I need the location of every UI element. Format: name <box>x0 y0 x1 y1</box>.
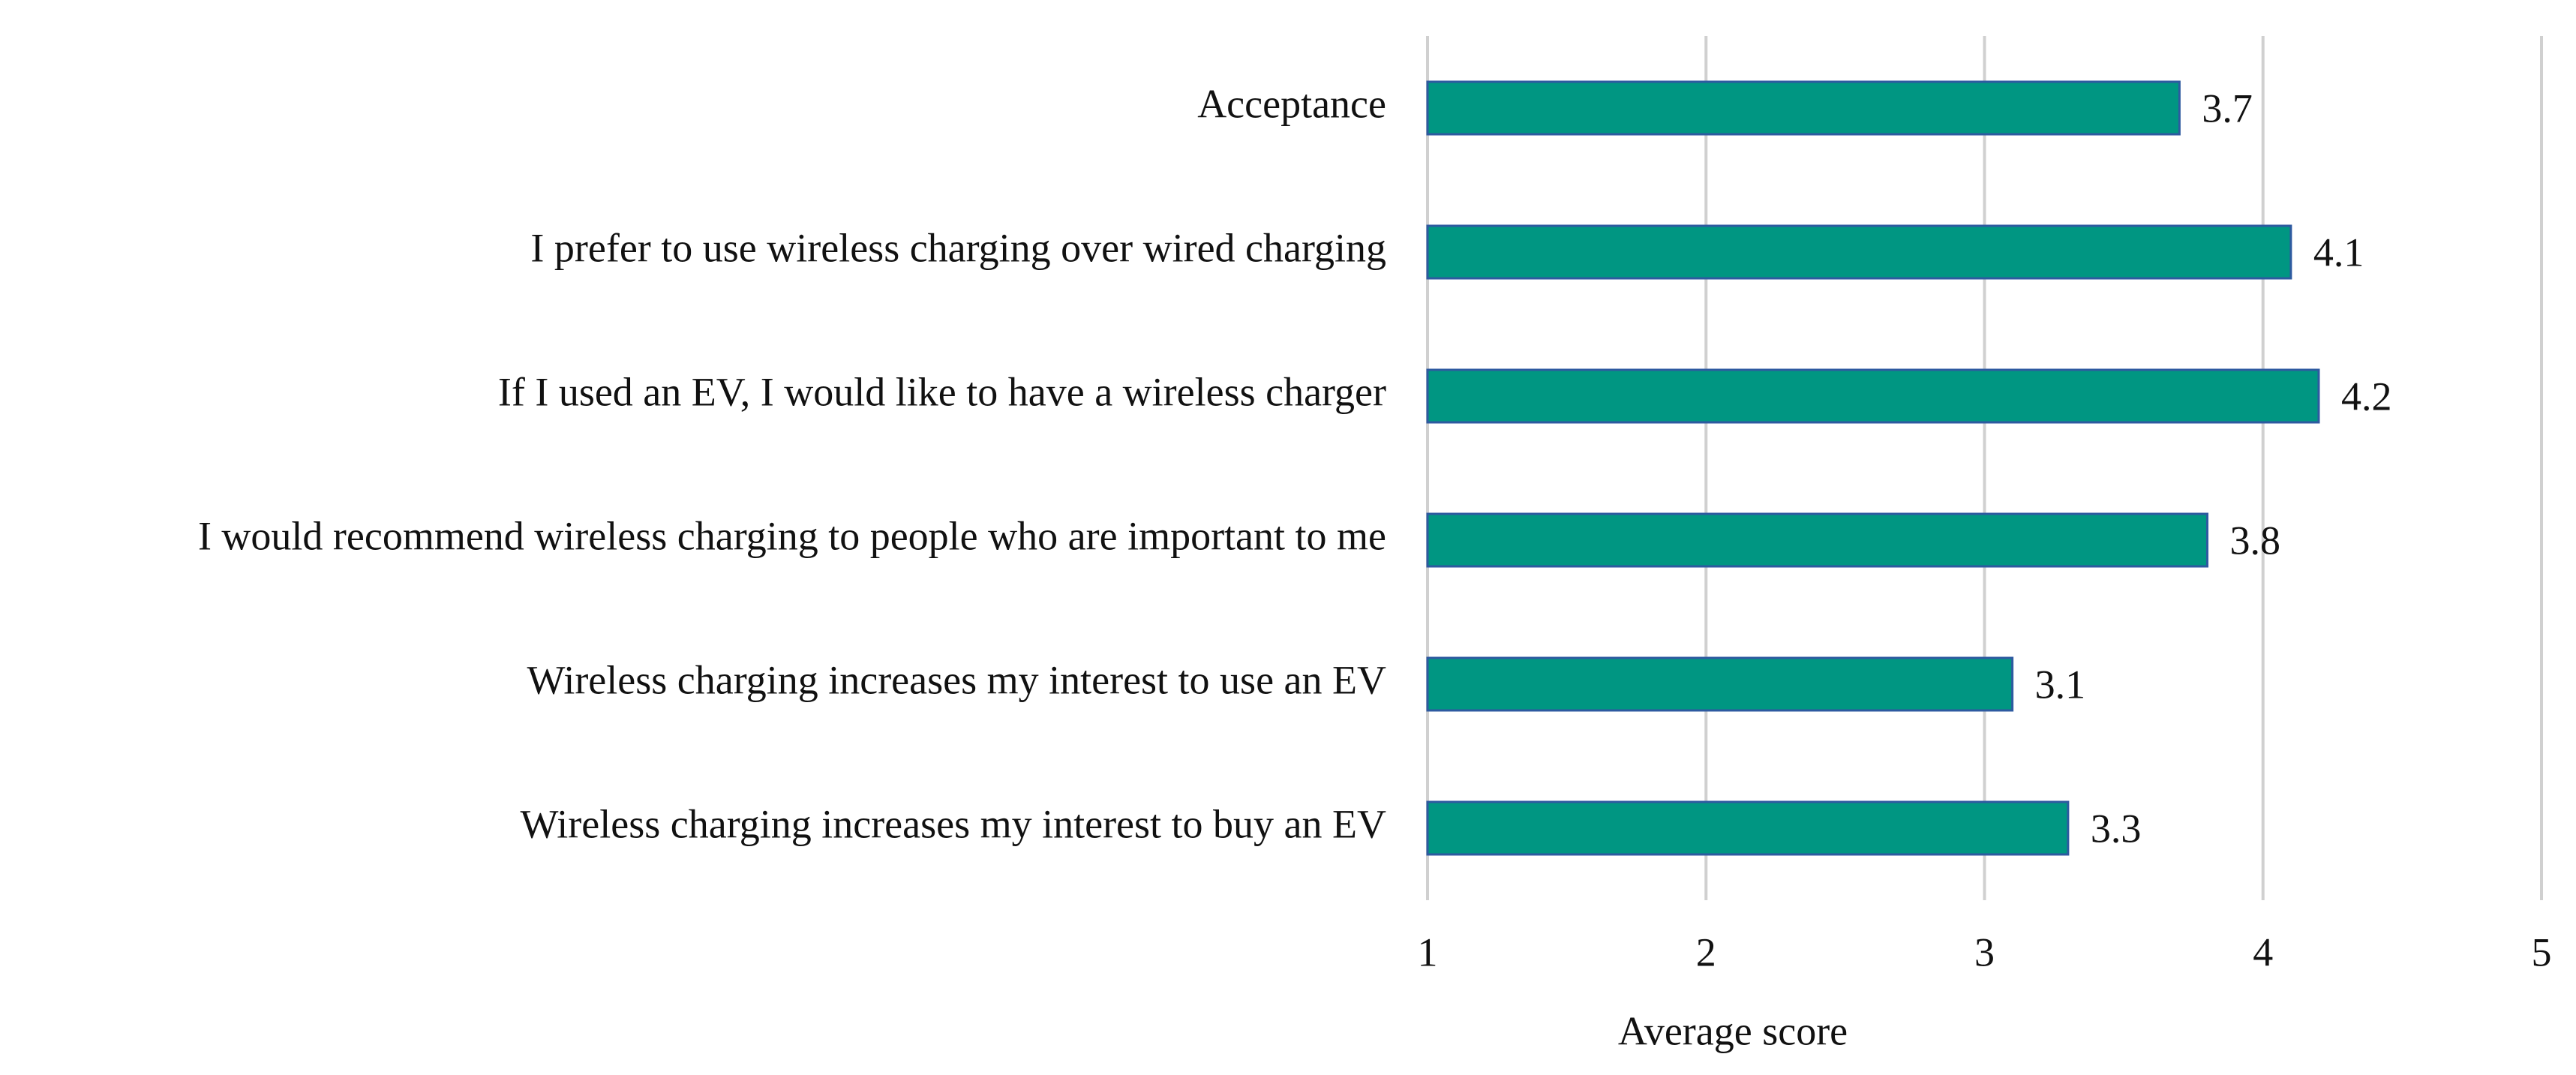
bar <box>1426 80 2181 136</box>
x-tick-label: 3 <box>1974 929 1995 974</box>
x-tick-label: 4 <box>2253 929 2273 974</box>
y-tick-label: I would recommend wireless charging to p… <box>198 513 1386 558</box>
x-tick-label: 5 <box>2532 929 2552 974</box>
bar <box>1426 368 2320 424</box>
x-tick-label: 1 <box>1418 929 1438 974</box>
data-label: 3.3 <box>2091 806 2142 851</box>
data-label: 3.8 <box>2230 518 2281 563</box>
bar <box>1426 800 2070 856</box>
y-tick-label: Wireless charging increases my interest … <box>521 801 1387 846</box>
y-tick-label: Acceptance <box>1197 81 1386 126</box>
data-label: 3.1 <box>2035 662 2086 707</box>
data-label: 4.2 <box>2341 374 2392 419</box>
bar <box>1426 656 2014 712</box>
bar <box>1426 224 2292 280</box>
y-tick-label: Wireless charging increases my interest … <box>527 657 1386 702</box>
data-label: 3.7 <box>2202 86 2253 131</box>
data-label: 4.1 <box>2313 230 2364 275</box>
x-axis-label: Average score <box>1618 1008 1848 1053</box>
y-tick-label: I prefer to use wireless charging over w… <box>530 225 1386 270</box>
x-tick-label: 2 <box>1696 929 1716 974</box>
bar <box>1426 512 2208 568</box>
y-tick-label: If I used an EV, I would like to have a … <box>498 369 1386 414</box>
